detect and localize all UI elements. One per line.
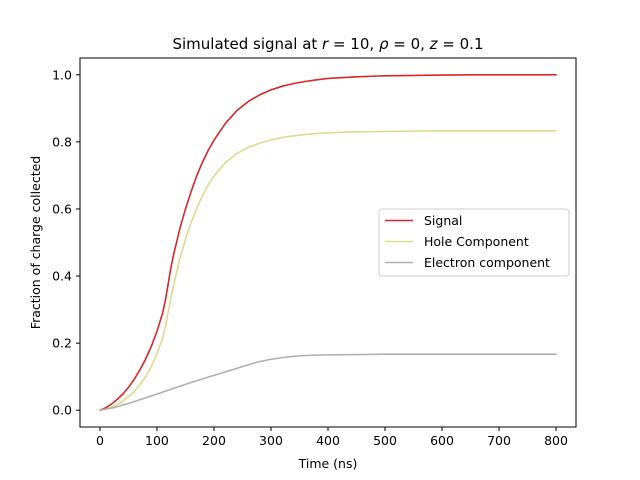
y-axis-label: Fraction of charge collected xyxy=(28,156,43,329)
y-tick-label: 0.8 xyxy=(52,134,72,149)
x-tick-label: 600 xyxy=(430,433,454,448)
x-tick-label: 200 xyxy=(202,433,226,448)
chart-title-rho-symbol: ρ xyxy=(379,35,389,53)
y-tick-label: 0.4 xyxy=(52,269,72,284)
legend-label-1: Signal xyxy=(424,213,462,228)
x-tick-label: 500 xyxy=(373,433,397,448)
y-tick-label: 0.6 xyxy=(52,201,72,216)
x-tick-label: 300 xyxy=(259,433,283,448)
x-tick-label: 700 xyxy=(487,433,511,448)
legend-box xyxy=(378,208,570,277)
chart-title: Simulated signal at r = 10, ρ = 0, z = 0… xyxy=(172,35,483,53)
chart-title-z-value: = 0.1 xyxy=(438,35,484,53)
x-axis-label: Time (ns) xyxy=(298,456,358,471)
chart-title-r-value: = 10, xyxy=(328,35,379,53)
legend-label-3: Electron component xyxy=(424,255,550,270)
series-line-2 xyxy=(99,129,557,412)
y-tick-label: 0.0 xyxy=(52,403,72,418)
x-tick-label: 0 xyxy=(96,433,104,448)
y-axis: 0.0 0.2 0.4 0.6 0.8 1.0 xyxy=(52,67,80,418)
x-tick-label: 400 xyxy=(316,433,340,448)
x-tick-label: 100 xyxy=(145,433,169,448)
chart-title-r-symbol: r xyxy=(322,35,329,53)
x-tick-label: 800 xyxy=(544,433,568,448)
series-line-3 xyxy=(99,353,557,412)
chart-title-z-symbol: z xyxy=(429,35,439,53)
legend-label-2: Hole Component xyxy=(424,234,529,249)
y-tick-label: 1.0 xyxy=(52,67,72,82)
series-line-1 xyxy=(99,73,557,412)
y-tick-label: 0.2 xyxy=(52,336,72,351)
chart-title-rho-value: = 0, xyxy=(388,35,429,53)
x-axis: 0 100 200 300 400 500 600 700 800 xyxy=(96,427,568,448)
chart-title-prefix: Simulated signal at xyxy=(172,35,322,53)
legend: Signal Hole Component Electron component xyxy=(378,208,570,277)
series-layer xyxy=(99,73,557,412)
